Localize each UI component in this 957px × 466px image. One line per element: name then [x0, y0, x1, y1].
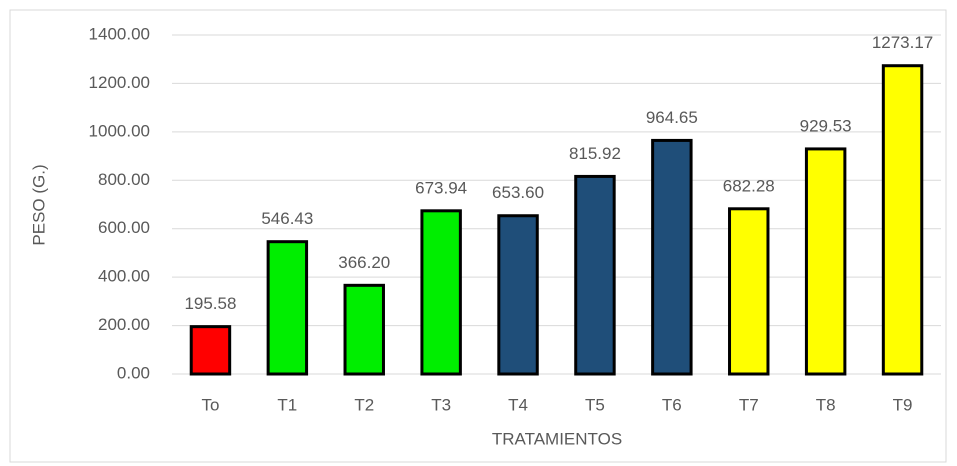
data-label: 929.53	[800, 116, 852, 135]
data-label: 1273.17	[872, 33, 933, 52]
bar	[574, 174, 616, 376]
x-tick-label: T6	[662, 395, 682, 414]
y-tick-label: 1000.00	[89, 121, 150, 140]
data-label: 815.92	[569, 144, 621, 163]
x-tick-label: T2	[354, 395, 374, 414]
data-label: 653.60	[492, 183, 544, 202]
bar	[266, 240, 309, 376]
data-label: 546.43	[261, 209, 313, 228]
bar	[497, 214, 539, 376]
bar	[343, 283, 385, 376]
bar	[189, 325, 232, 376]
bar	[420, 209, 462, 376]
chart-border	[9, 9, 947, 463]
x-axis-title: TRATAMIENTOS	[492, 429, 622, 448]
y-tick-label: 0.00	[117, 363, 150, 382]
x-tick-label: T7	[739, 395, 759, 414]
data-label: 195.58	[184, 294, 236, 313]
x-tick-label: T1	[277, 395, 297, 414]
x-tick-label: T9	[893, 395, 913, 414]
y-tick-label: 400.00	[98, 267, 150, 286]
data-label: 682.28	[723, 176, 775, 195]
bar	[728, 207, 770, 376]
x-tick-label: To	[201, 395, 219, 414]
x-tick-label: T5	[585, 395, 605, 414]
data-label: 964.65	[646, 108, 698, 127]
x-tick-label: T8	[816, 395, 836, 414]
y-tick-label: 1200.00	[89, 73, 150, 92]
data-label: 673.94	[415, 178, 467, 197]
y-axis-title: PESO (G.)	[29, 164, 48, 245]
bar	[804, 147, 847, 376]
data-label: 366.20	[338, 253, 390, 272]
bar	[651, 138, 693, 376]
bar	[881, 64, 924, 376]
y-tick-label: 800.00	[98, 170, 150, 189]
x-tick-label: T3	[431, 395, 451, 414]
y-tick-label: 1400.00	[89, 24, 150, 43]
y-tick-label: 600.00	[98, 218, 150, 237]
x-tick-label: T4	[508, 395, 528, 414]
y-tick-label: 200.00	[98, 315, 150, 334]
